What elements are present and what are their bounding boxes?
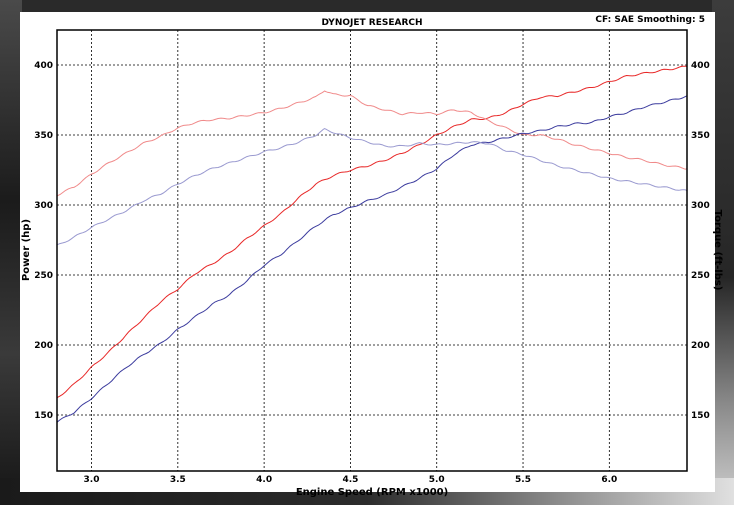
y-axis-label: Power (hp) xyxy=(21,219,32,281)
y-tick-label-4: 350 xyxy=(34,131,53,141)
y-tick-label-2: 250 xyxy=(34,271,53,281)
x-tick-label-1: 3.5 xyxy=(170,475,186,485)
x-tick-label-5: 5.5 xyxy=(515,475,531,485)
grid-lines xyxy=(57,30,687,471)
series-line-2 xyxy=(56,95,688,423)
y2-axis-label: Torque (ft-lbs) xyxy=(712,210,723,291)
background-right-edge xyxy=(712,0,734,505)
chart-panel xyxy=(20,12,715,492)
y2-tick-label-1: 200 xyxy=(691,341,710,351)
series-line-3 xyxy=(56,128,688,246)
series-line-1 xyxy=(56,90,688,197)
x-axis-label: Engine Speed (RPM x1000) xyxy=(296,487,448,498)
axis-ticks: 3.0 3.5 4.0 4.5 5.0 5.5 6.0 150 200 250 300 350 400 1… xyxy=(34,61,710,485)
y-tick-label-5: 400 xyxy=(34,61,53,71)
chart-subtitle: CF: SAE Smoothing: 5 xyxy=(595,15,705,25)
chart-title: DYNOJET RESEARCH xyxy=(321,18,422,28)
y2-tick-label-0: 150 xyxy=(691,411,710,421)
y2-tick-label-5: 400 xyxy=(691,61,710,71)
x-tick-label-3: 4.5 xyxy=(342,475,358,485)
series-lines xyxy=(56,65,688,423)
y-tick-label-1: 200 xyxy=(34,341,53,351)
x-tick-label-0: 3.0 xyxy=(84,475,100,485)
x-tick-label-6: 6.0 xyxy=(601,475,617,485)
background-left-edge xyxy=(0,0,22,505)
series-line-0 xyxy=(56,65,688,399)
y2-tick-label-4: 350 xyxy=(691,131,710,141)
y2-tick-label-2: 250 xyxy=(691,271,710,281)
x-tick-label-4: 5.0 xyxy=(429,475,445,485)
y-tick-label-0: 150 xyxy=(34,411,53,421)
plot-frame xyxy=(56,29,688,472)
y2-tick-label-3: 300 xyxy=(691,201,710,211)
x-tick-label-2: 4.0 xyxy=(256,475,272,485)
y-tick-label-3: 300 xyxy=(34,201,53,211)
